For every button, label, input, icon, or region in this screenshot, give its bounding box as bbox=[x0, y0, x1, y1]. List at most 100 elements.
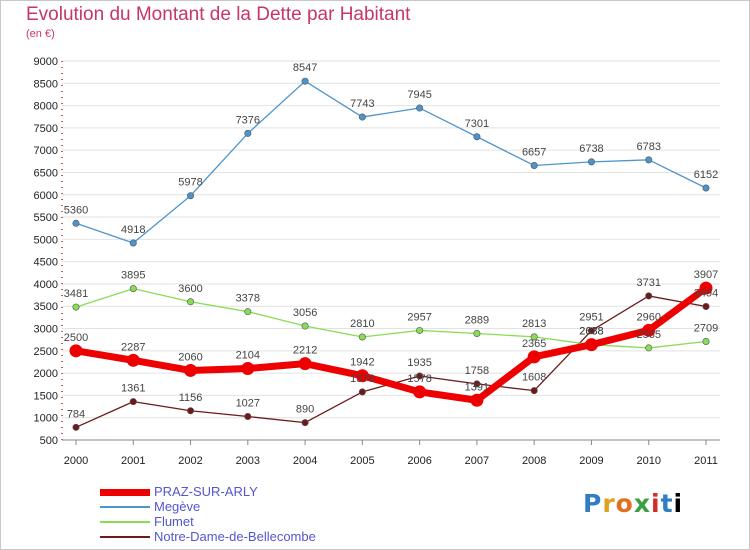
x-tick-label: 2007 bbox=[465, 455, 489, 467]
data-point bbox=[301, 77, 309, 85]
data-point bbox=[298, 357, 312, 371]
data-point bbox=[187, 192, 195, 200]
data-point bbox=[129, 285, 137, 293]
data-point bbox=[416, 326, 424, 334]
data-point bbox=[413, 385, 427, 399]
data-point bbox=[187, 298, 195, 306]
y-tick-label: 1500 bbox=[34, 390, 58, 402]
data-label: 2104 bbox=[236, 349, 260, 361]
y-tick-label: 9000 bbox=[34, 56, 58, 68]
data-labels: 784 1361 1156 1027 890 1578 1935 1758 1608 2951 37… bbox=[64, 62, 718, 420]
data-point bbox=[587, 327, 595, 335]
plot-area bbox=[62, 61, 720, 440]
y-tick-label: 2000 bbox=[34, 368, 58, 380]
data-label: 3494 bbox=[694, 288, 718, 300]
legend-swatch bbox=[100, 488, 150, 496]
data-label: 6738 bbox=[579, 143, 603, 155]
series-line bbox=[72, 284, 710, 404]
data-label: 1578 bbox=[350, 373, 374, 385]
legend-label: Flumet bbox=[154, 514, 194, 529]
data-point bbox=[358, 113, 366, 121]
data-label: 2709 bbox=[694, 323, 718, 335]
data-label: 2060 bbox=[178, 351, 202, 363]
y-tick-label: 2500 bbox=[34, 346, 58, 358]
data-label: 2810 bbox=[350, 318, 374, 330]
x-tick-label: 2005 bbox=[350, 455, 374, 467]
legend-label: Notre-Dame-de-Bellecombe bbox=[154, 529, 316, 544]
data-point bbox=[645, 156, 653, 164]
x-tick-label: 2001 bbox=[121, 455, 145, 467]
data-label: 2951 bbox=[579, 312, 603, 324]
x-tick-label: 2004 bbox=[293, 455, 317, 467]
data-point bbox=[416, 104, 424, 112]
data-label: 2365 bbox=[522, 338, 546, 350]
data-point bbox=[473, 380, 481, 388]
chart-title: Evolution du Montant de la Dette par Hab… bbox=[26, 4, 411, 25]
data-label: 7743 bbox=[350, 98, 374, 110]
data-point bbox=[241, 361, 255, 375]
data-point bbox=[530, 333, 538, 341]
data-label: 2287 bbox=[121, 341, 145, 353]
y-tick-label: 8500 bbox=[34, 78, 58, 90]
data-point bbox=[584, 338, 598, 352]
data-label: 3481 bbox=[64, 288, 88, 300]
data-label: 1935 bbox=[407, 357, 431, 369]
y-tick-label: 8000 bbox=[34, 101, 58, 113]
data-label: 7945 bbox=[407, 89, 431, 101]
data-point bbox=[699, 281, 713, 295]
data-label: 2957 bbox=[407, 311, 431, 323]
data-point bbox=[129, 398, 137, 406]
data-label: 2500 bbox=[64, 332, 88, 344]
y-tick-label: 500 bbox=[40, 435, 58, 447]
y-tick-label: 7500 bbox=[34, 123, 58, 135]
y-tick-label: 4000 bbox=[34, 279, 58, 291]
data-point bbox=[645, 292, 653, 300]
data-label: 5360 bbox=[64, 204, 88, 216]
chart-subtitle: (en €) bbox=[26, 28, 55, 40]
data-point bbox=[244, 129, 252, 137]
legend-label: PRAZ-SUR-ARLY bbox=[154, 484, 258, 499]
series bbox=[69, 77, 713, 431]
legend-swatch bbox=[100, 521, 150, 523]
series-1 bbox=[72, 77, 710, 247]
data-label: 1391 bbox=[465, 381, 489, 393]
data-label: 2638 bbox=[579, 326, 603, 338]
data-label: 3895 bbox=[121, 270, 145, 282]
data-label: 1578 bbox=[407, 373, 431, 385]
data-point bbox=[358, 333, 366, 341]
y-tick-label: 4500 bbox=[34, 257, 58, 269]
data-label: 6152 bbox=[694, 169, 718, 181]
data-point bbox=[244, 413, 252, 421]
data-label: 2813 bbox=[522, 318, 546, 330]
x-tick-label: 2008 bbox=[522, 455, 546, 467]
data-point bbox=[473, 133, 481, 141]
data-point bbox=[126, 353, 140, 367]
data-point bbox=[72, 303, 80, 311]
y-tick-label: 5000 bbox=[34, 234, 58, 246]
data-label: 1758 bbox=[465, 365, 489, 377]
data-label: 2638 bbox=[579, 326, 603, 338]
data-point bbox=[72, 423, 80, 431]
data-label: 890 bbox=[296, 404, 314, 416]
axes: 500 1000 1500 2000 2500 3000 3500 4000 4500 5000 5… bbox=[34, 56, 720, 467]
data-point bbox=[129, 239, 137, 247]
legend-swatch bbox=[100, 506, 150, 508]
data-label: 3907 bbox=[694, 269, 718, 281]
data-point bbox=[301, 419, 309, 427]
data-label: 8547 bbox=[293, 62, 317, 74]
data-point bbox=[72, 219, 80, 227]
data-point bbox=[702, 303, 710, 311]
x-tick-label: 2009 bbox=[579, 455, 603, 467]
data-label: 2889 bbox=[465, 314, 489, 326]
data-label: 3378 bbox=[236, 293, 260, 305]
data-label: 4918 bbox=[121, 224, 145, 236]
data-point bbox=[69, 344, 83, 358]
x-tick-label: 2000 bbox=[64, 455, 88, 467]
data-label: 7376 bbox=[236, 114, 260, 126]
x-tick-label: 2006 bbox=[407, 455, 431, 467]
data-point bbox=[358, 388, 366, 396]
y-tick-label: 6500 bbox=[34, 167, 58, 179]
y-tick-label: 3000 bbox=[34, 324, 58, 336]
x-tick-label: 2002 bbox=[178, 455, 202, 467]
